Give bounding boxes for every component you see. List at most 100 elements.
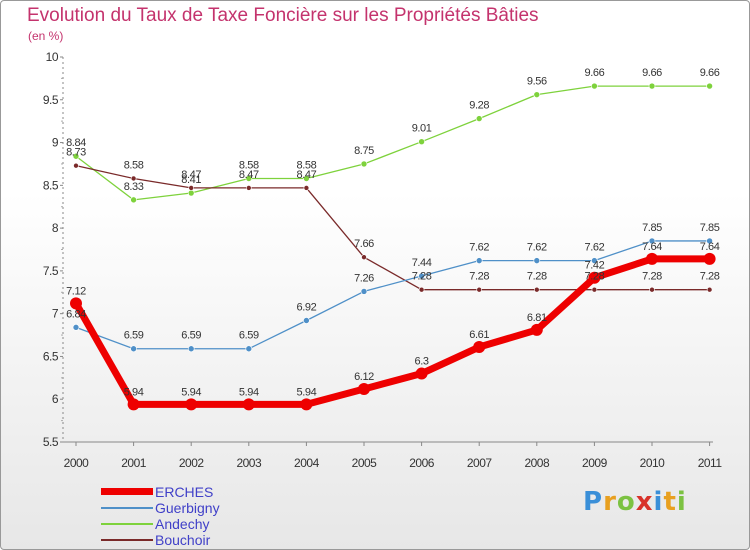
data-point [303,175,310,182]
data-point [242,398,255,411]
data-label: 6.81 [527,312,547,324]
data-point [187,345,195,353]
data-point [127,398,140,411]
x-tick-label: 2005 [352,456,378,470]
series-line-bouchoir [75,165,711,291]
data-point [473,341,486,354]
data-point [591,257,598,264]
y-tick-label: 6 [52,392,59,406]
series-guerbigny [72,237,713,353]
x-tick-label: 2006 [409,456,435,470]
x-tick-label: 2004 [294,456,320,470]
legend-label: Guerbigny [155,500,220,516]
data-point [72,324,80,331]
data-label: 6.92 [296,302,316,314]
data-point [415,367,428,380]
legend-label: ERCHES [155,484,214,500]
chart-series [70,82,716,411]
data-label: 7.62 [527,242,547,254]
data-point [706,286,713,293]
data-label: 6.84 [66,308,86,320]
data-point [360,288,368,295]
data-label: 8.58 [296,159,316,171]
data-point [360,160,368,168]
chart-title: Evolution du Taux de Taxe Foncière sur l… [27,5,539,26]
legend-swatch [101,488,153,495]
data-point [303,317,310,324]
data-point [418,138,425,145]
data-point [187,189,195,197]
data-label: 6.59 [239,330,259,342]
chart-subtitle: (en %) [28,29,64,43]
data-label: 7.85 [700,222,720,234]
data-point [588,271,601,284]
data-point [73,162,79,169]
logo-letter: P [583,487,604,517]
data-point [475,257,483,264]
data-label: 7.12 [66,285,86,297]
x-tick-label: 2009 [582,456,608,470]
y-tick-label: 7 [52,307,59,321]
data-point [245,345,253,353]
y-tick-label: 9 [52,136,59,150]
data-point [418,272,425,280]
series-line-andechy [75,85,711,201]
data-label: 9.56 [527,76,547,88]
data-point [648,237,656,245]
data-point [300,398,313,411]
data-label: 7.28 [642,271,662,283]
legend-label: Andechy [155,516,210,532]
data-label: 8.47 [239,169,259,181]
data-point [70,297,82,310]
data-label: 6.59 [124,330,144,342]
data-label: 8.84 [66,137,86,149]
data-label: 6.61 [469,329,489,341]
data-point [72,152,80,160]
data-label: 5.94 [124,386,144,398]
data-point [185,398,198,411]
data-label: 7.28 [584,271,604,283]
series-andechy [72,82,713,204]
data-label: 7.64 [700,241,720,253]
data-label: 8.58 [124,159,144,171]
data-point [530,323,543,336]
x-tick-label: 2001 [121,456,147,470]
data-point [706,82,713,90]
proxiti-logo: Proxiti [583,487,687,517]
data-point [130,175,137,182]
y-tick-label: 10 [46,50,59,64]
data-label: 7.28 [700,271,720,283]
x-tick-label: 2007 [467,456,493,470]
y-tick-label: 8.5 [43,178,59,192]
data-point [475,115,483,122]
data-label: 8.47 [296,169,316,181]
x-tick-label: 2003 [236,456,262,470]
data-point [591,82,598,90]
series-bouchoir [73,162,713,293]
data-label: 7.66 [354,238,374,250]
logo-letter: i [653,487,664,517]
x-tick-label: 2008 [524,456,550,470]
data-point [648,82,656,90]
legend-swatch [101,507,153,509]
data-point [246,185,252,191]
chart-axes: 5.5 6 6.5 7 7.5 8 8.5 9 9.5 10 2000 2001 2002 2003 200… [43,50,723,470]
data-label: 7.28 [469,271,489,283]
data-point [706,237,713,245]
data-label: 5.94 [239,386,259,398]
data-point [533,286,540,293]
data-point [533,91,541,98]
data-label: 8.75 [354,145,374,157]
x-tick-label: 2002 [179,456,205,470]
data-label: 6.12 [354,371,374,383]
logo-letter: r [603,487,617,517]
data-point [130,345,137,353]
data-label: 8.41 [181,174,201,186]
logo-letter: o [616,487,636,517]
data-label: 6.59 [181,330,201,342]
data-label: 8.58 [239,159,259,171]
data-label: 7.26 [354,272,374,284]
data-label: 7.85 [642,222,662,234]
